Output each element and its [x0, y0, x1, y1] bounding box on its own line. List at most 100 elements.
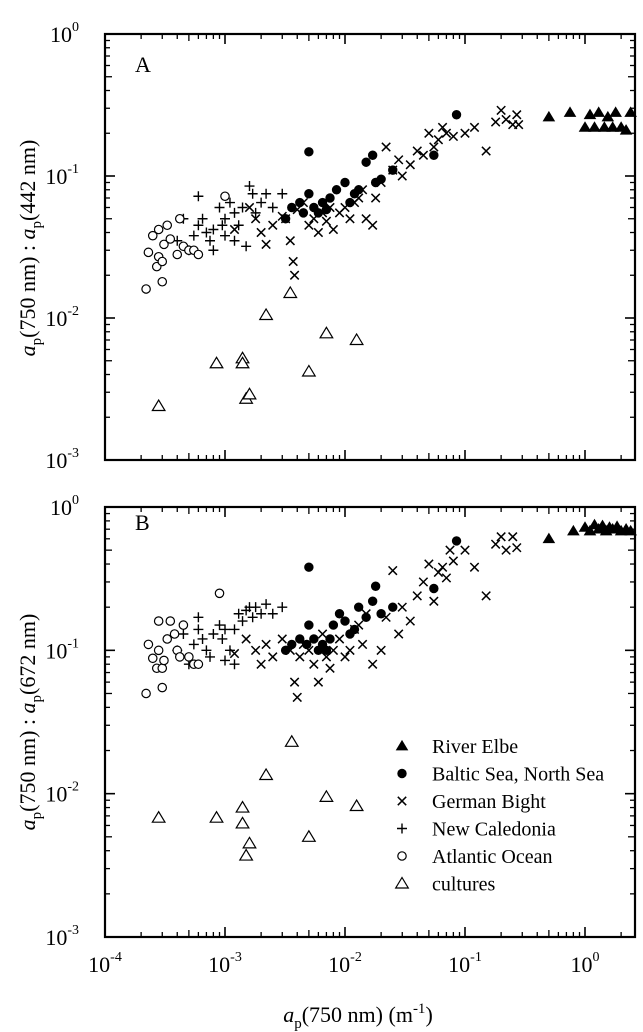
data-point [567, 524, 580, 536]
data-point [349, 798, 364, 812]
panel-a-frame [103, 32, 637, 462]
data-point [512, 110, 522, 120]
data-point [235, 356, 250, 369]
xlabel-sub: p [294, 1016, 302, 1032]
data-point [334, 609, 345, 619]
data-point [287, 639, 297, 650]
legend-marker [397, 823, 407, 834]
panel-a-ticks [105, 34, 635, 460]
data-point [188, 230, 199, 241]
data-point [328, 645, 339, 656]
data-point [244, 202, 255, 213]
x-tick-label: 10-4 [88, 950, 122, 977]
data-point [250, 602, 261, 613]
ylabel-b-sub1: p [29, 812, 45, 820]
data-point [289, 270, 300, 280]
data-point [418, 150, 429, 160]
data-point [325, 193, 335, 203]
data-point [268, 652, 278, 662]
data-point [317, 629, 328, 639]
data-point [583, 524, 597, 536]
data-point [250, 214, 261, 224]
data-point [147, 230, 158, 241]
data-point [304, 562, 314, 572]
series-german-bight [229, 532, 522, 703]
panel-a-y-tick-label: 100 [50, 20, 79, 47]
data-point [325, 634, 335, 644]
data-point [178, 629, 189, 640]
x-tick-label: 10-2 [328, 950, 362, 977]
data-point [242, 387, 257, 400]
data-point [193, 612, 204, 623]
data-point [193, 249, 204, 260]
data-point [208, 629, 219, 640]
data-point [429, 150, 439, 160]
x-tick-label: 10-3 [208, 950, 242, 977]
series-cultures [151, 734, 364, 861]
data-point [298, 197, 309, 208]
data-point [159, 655, 169, 666]
data-point [288, 256, 298, 267]
data-point [340, 616, 350, 626]
xlabel-text: (750 nm) (m [302, 1002, 413, 1027]
panel-a-letter: A [135, 52, 151, 77]
data-point [282, 285, 298, 299]
data-point [340, 652, 350, 662]
data-point [304, 620, 314, 630]
data-point [437, 562, 448, 572]
data-point [496, 532, 506, 542]
panel-b-y-tick-label: 10-3 [45, 923, 79, 950]
panel-a-y-tick-label: 10-3 [45, 446, 79, 473]
data-point [277, 188, 288, 199]
data-point [229, 207, 240, 218]
data-point [508, 532, 518, 542]
panel-a-y-axis-label: ap(750 nm) : ap(442 nm) [15, 140, 45, 357]
data-point [405, 160, 416, 170]
data-point [298, 208, 309, 218]
data-point [214, 588, 225, 599]
data-point [217, 220, 228, 231]
data-point [220, 624, 230, 635]
data-point [563, 106, 577, 117]
data-point [241, 241, 252, 252]
ylabel-a-end: (442 nm) [15, 140, 40, 221]
data-point [261, 599, 272, 610]
data-point [367, 150, 378, 160]
data-point [388, 165, 398, 175]
panel-b-y-tick-label: 10-2 [45, 780, 79, 807]
data-point [361, 609, 371, 619]
data-point [592, 106, 605, 117]
legend-label: German Bight [432, 791, 546, 813]
data-point [229, 659, 240, 670]
data-point [235, 816, 250, 829]
data-point [256, 227, 266, 238]
series-baltic-sea-north-sea [280, 536, 462, 656]
data-point [193, 624, 204, 635]
data-point [258, 767, 274, 781]
data-point [193, 220, 204, 231]
data-point [304, 645, 314, 656]
data-point [208, 224, 219, 235]
data-point [328, 224, 339, 235]
data-point [542, 532, 556, 544]
legend-marker [397, 768, 407, 779]
data-point [242, 836, 257, 849]
panel-b-y-tick-labels: 100 10-1 10-2 10-3 [45, 493, 79, 950]
data-point [217, 633, 228, 644]
data-point [340, 202, 350, 213]
ylabel-a-mid: (750 nm) : [15, 239, 40, 337]
data-point [295, 634, 305, 644]
data-point [193, 191, 204, 202]
legend: River Elbe Baltic Sea, North Sea German Bi… [394, 736, 604, 896]
series-atlantic-ocean [141, 191, 230, 294]
data-point [376, 609, 386, 619]
data-point [418, 577, 429, 587]
series-river-elbe [542, 518, 637, 544]
panel-b-letter: B [135, 510, 150, 535]
legend-label: cultures [432, 874, 496, 896]
data-point [237, 202, 248, 213]
data-point [370, 581, 381, 591]
data-point [319, 789, 334, 802]
data-point [241, 634, 251, 644]
